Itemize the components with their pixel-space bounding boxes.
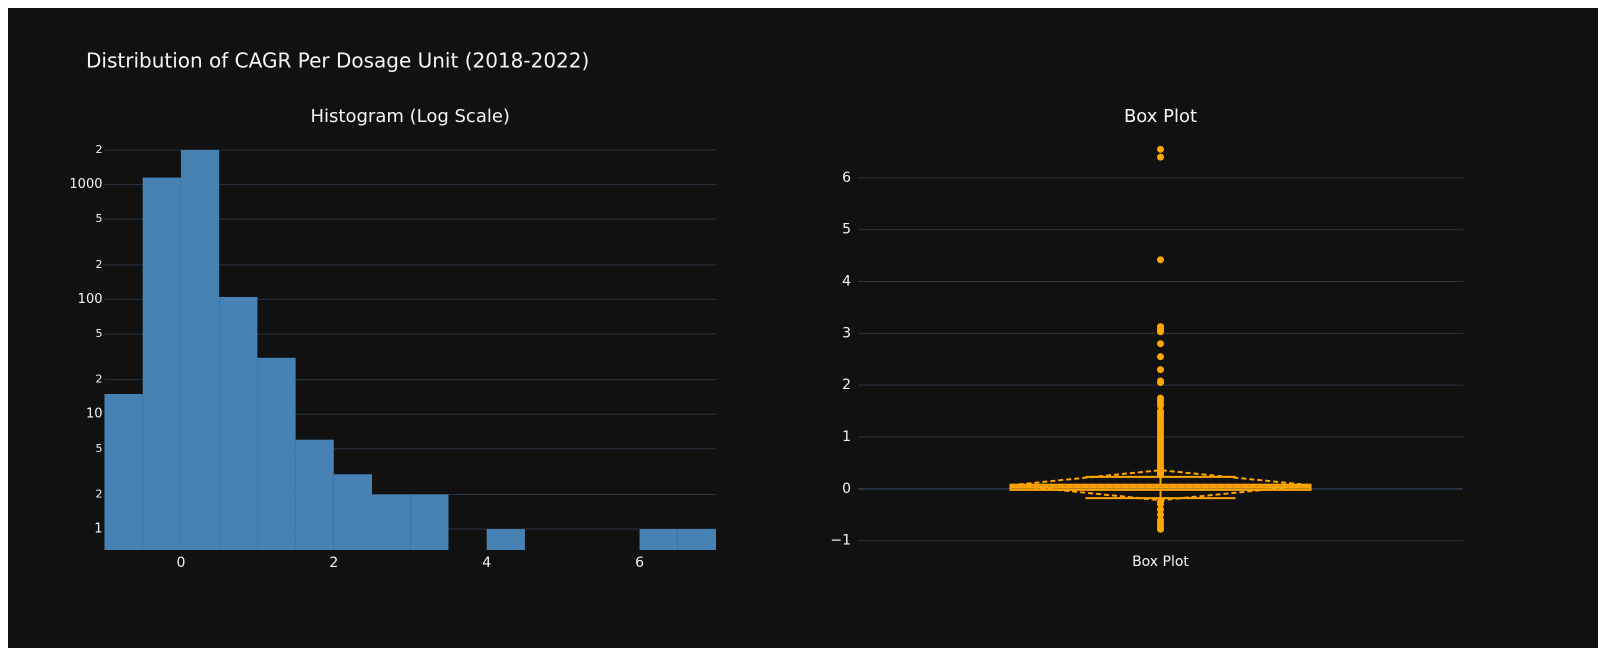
histogram-bar	[142, 177, 181, 550]
histogram-bar	[486, 529, 525, 550]
outlier-point	[1157, 471, 1164, 479]
x-tick-label: Box Plot	[1132, 554, 1189, 570]
y-tick-label: 2	[96, 258, 103, 271]
y-tick-label: 0	[842, 481, 851, 497]
y-tick-label: 5	[842, 222, 851, 238]
y-tick-label: 5	[96, 212, 103, 225]
x-tick-label: 2	[329, 555, 338, 571]
histogram-bar	[180, 150, 220, 550]
histogram-bar	[372, 494, 411, 550]
y-tick-label: 2	[96, 373, 103, 386]
outlier-point	[1157, 506, 1164, 514]
x-tick-label: 4	[482, 555, 491, 571]
histogram-bar	[219, 296, 258, 550]
outlier-point	[1157, 256, 1164, 264]
y-tick-label: 5	[96, 327, 103, 340]
outlier-point	[1157, 511, 1164, 519]
x-tick-label: 0	[176, 555, 185, 571]
outlier-point	[1157, 340, 1164, 348]
outlier-point	[1157, 525, 1164, 533]
y-tick-label: 2	[96, 487, 103, 500]
histogram-bar	[104, 394, 143, 550]
histogram-bar	[257, 357, 296, 550]
outlier-point	[1157, 153, 1164, 161]
histogram-bar	[639, 529, 678, 550]
y-tick-label: 2	[842, 377, 851, 393]
y-tick-label: 6	[842, 170, 851, 186]
outlier-point	[1157, 145, 1164, 153]
y-tick-label: 1000	[69, 177, 102, 192]
y-tick-label: 2	[96, 143, 103, 156]
outlier-point	[1157, 379, 1164, 387]
outlier-point	[1157, 366, 1164, 374]
y-tick-label: 1	[94, 522, 102, 537]
y-tick-label: −1	[830, 533, 851, 549]
y-tick-label: 10	[86, 407, 103, 422]
y-tick-label: 100	[78, 292, 103, 307]
outlier-point	[1157, 353, 1164, 361]
outlier-point	[1157, 500, 1164, 508]
subplot-title: Box Plot	[1124, 106, 1197, 127]
subplot-title: Histogram (Log Scale)	[311, 106, 510, 127]
y-tick-label: 4	[842, 274, 851, 290]
y-tick-label: 1	[842, 429, 851, 445]
y-tick-label: 5	[96, 442, 103, 455]
outlier-point	[1157, 328, 1164, 336]
outlier-point	[1157, 402, 1164, 410]
figure-title: Distribution of CAGR Per Dosage Unit (20…	[86, 49, 589, 73]
histogram-bar	[295, 439, 334, 550]
histogram-bar	[333, 474, 373, 550]
histogram-bar	[410, 494, 449, 550]
sd-diamond	[1010, 469, 1311, 502]
x-tick-label: 6	[635, 555, 644, 571]
histogram-bar	[677, 529, 716, 550]
y-tick-label: 3	[842, 325, 851, 341]
